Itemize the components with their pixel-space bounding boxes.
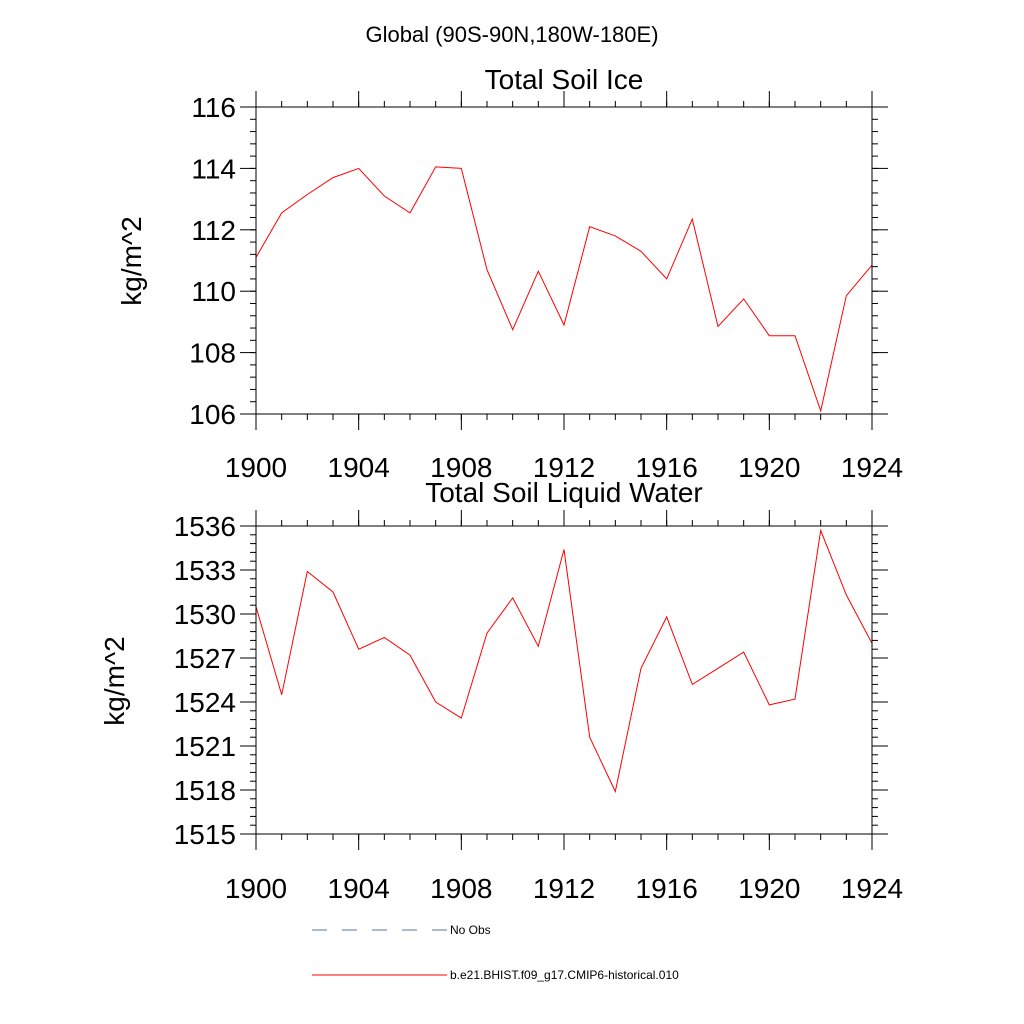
x-tick-label: 1912	[533, 452, 595, 483]
panel-title: Total Soil Ice	[485, 64, 644, 95]
x-tick-label: 1924	[841, 452, 903, 483]
y-tick-label: 1518	[174, 775, 236, 806]
y-tick-label: 114	[191, 153, 236, 184]
series-line	[255, 528, 873, 794]
y-tick-label: 108	[189, 338, 236, 369]
series-group	[255, 528, 873, 794]
legend-label-model: b.e21.BHIST.f09_g17.CMIP6-historical.010	[450, 968, 679, 982]
x-tick-label: 1908	[430, 452, 492, 483]
y-tick-label: 1527	[174, 643, 236, 674]
x-tick-label: 1912	[533, 873, 595, 904]
y-tick-label: 110	[191, 276, 236, 307]
y-axis-label: kg/m^2	[99, 636, 130, 725]
y-tick-labels: 1515 1518 1521 1524 1527 1530 1533 1536	[174, 511, 236, 850]
x-tick-label: 1908	[430, 873, 492, 904]
axis-ticks	[240, 510, 888, 850]
x-tick-label: 1916	[636, 452, 698, 483]
y-tick-label: 116	[191, 92, 236, 123]
panel-total-soil-ice: Total Soil Ice kg/m^2 106 108 110 112 114 116…	[116, 64, 903, 483]
y-tick-label: 1536	[174, 511, 236, 542]
y-axis-label: kg/m^2	[116, 216, 147, 305]
x-tick-label: 1904	[328, 873, 390, 904]
y-tick-label: 112	[191, 215, 236, 246]
x-tick-label: 1920	[738, 452, 800, 483]
x-tick-labels: 1900 1904 1908 1912 1916 1920 1924	[225, 873, 903, 904]
y-tick-label: 1521	[174, 731, 236, 762]
axis-ticks	[240, 91, 888, 430]
x-tick-label: 1900	[225, 873, 287, 904]
y-tick-label: 106	[189, 399, 236, 430]
plot-frame	[255, 106, 873, 415]
panel-title: Total Soil Liquid Water	[425, 477, 703, 508]
plot-frame	[255, 525, 873, 835]
legend-item-no-obs: No Obs	[312, 923, 491, 937]
figure-suptitle: Global (90S-90N,180W-180E)	[365, 22, 658, 47]
x-tick-label: 1920	[738, 873, 800, 904]
panel-total-soil-liquid-water: Total Soil Liquid Water kg/m^2 151515181…	[99, 477, 903, 904]
series-group	[255, 166, 873, 413]
y-tick-label: 1530	[174, 599, 236, 630]
x-tick-labels: 1900 1904 1908 1912 1916 1920 1924	[225, 452, 903, 483]
x-tick-label: 1916	[636, 873, 698, 904]
legend-label-no-obs: No Obs	[450, 923, 491, 937]
series-line	[255, 166, 873, 413]
y-tick-labels: 106 108 110 112 114 116	[189, 92, 236, 430]
y-tick-label: 1533	[174, 555, 236, 586]
y-tick-label: 1524	[174, 687, 236, 718]
x-tick-label: 1900	[225, 452, 287, 483]
y-tick-label: 1515	[174, 819, 236, 850]
legend: No Obs b.e21.BHIST.f09_g17.CMIP6-histori…	[312, 923, 679, 982]
legend-item-model: b.e21.BHIST.f09_g17.CMIP6-historical.010	[312, 968, 679, 982]
x-tick-label: 1924	[841, 873, 903, 904]
x-tick-label: 1904	[328, 452, 390, 483]
